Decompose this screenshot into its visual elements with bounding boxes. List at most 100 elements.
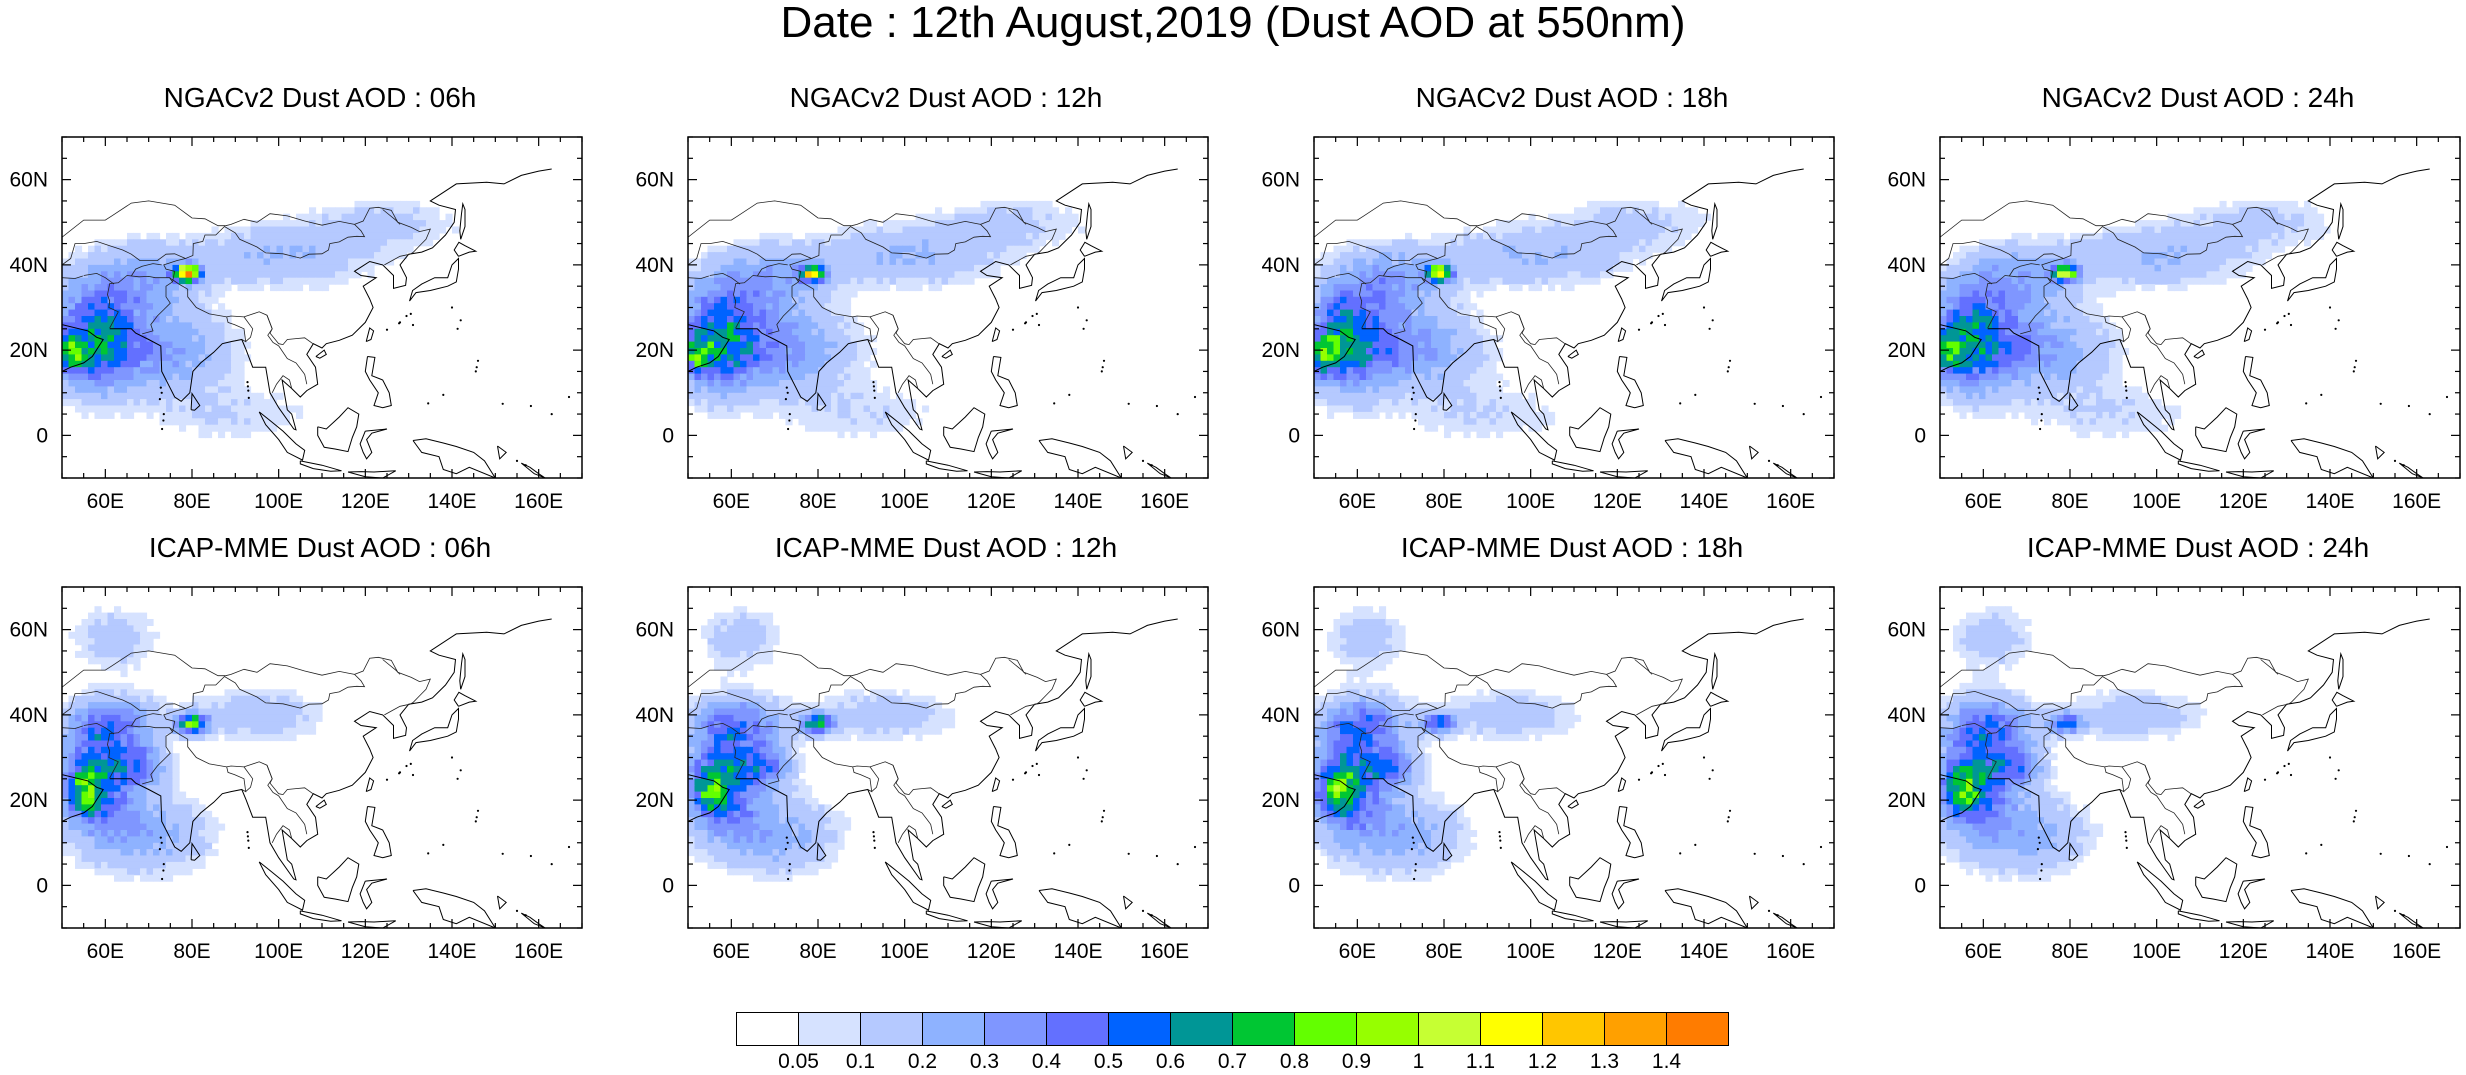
colorbar-label: 1.1 xyxy=(1466,1050,1495,1073)
lat-tick-label: 60N xyxy=(1261,619,1300,642)
lon-tick-label: 120E xyxy=(1593,490,1642,513)
lat-tick-label: 40N xyxy=(1261,254,1300,277)
lon-tick-label: 140E xyxy=(2305,940,2354,963)
lon-tick-label: 160E xyxy=(2392,490,2441,513)
lon-tick-label: 140E xyxy=(1679,490,1728,513)
lon-tick-label: 160E xyxy=(1766,490,1815,513)
colorbar-swatch xyxy=(1047,1013,1109,1046)
lon-tick-label: 160E xyxy=(1766,940,1815,963)
lat-tick-label: 40N xyxy=(1887,254,1926,277)
lon-tick-label: 80E xyxy=(799,940,836,963)
lon-tick-label: 120E xyxy=(967,940,1016,963)
lon-tick-label: 60E xyxy=(1965,490,2002,513)
lat-tick-label: 20N xyxy=(1887,339,1926,362)
lon-tick-label: 120E xyxy=(1593,940,1642,963)
lat-tick-label: 0 xyxy=(36,424,48,447)
lon-tick-label: 160E xyxy=(514,490,563,513)
lon-tick-label: 80E xyxy=(799,490,836,513)
lon-tick-label: 100E xyxy=(880,940,929,963)
lon-tick-label: 140E xyxy=(1053,490,1102,513)
lon-tick-label: 120E xyxy=(341,490,390,513)
lat-tick-label: 40N xyxy=(635,254,674,277)
lat-tick-label: 20N xyxy=(1887,789,1926,812)
colorbar-label: 1 xyxy=(1413,1050,1425,1073)
lon-tick-label: 80E xyxy=(173,490,210,513)
colorbar-label: 0.8 xyxy=(1280,1050,1309,1073)
colorbar-label: 0.7 xyxy=(1218,1050,1247,1073)
lon-tick-label: 60E xyxy=(1339,940,1376,963)
aod-field xyxy=(1940,606,2207,882)
colorbar-label: 0.4 xyxy=(1032,1050,1062,1073)
aod-field xyxy=(688,606,955,882)
aod-field xyxy=(1314,201,1711,438)
lon-tick-label: 120E xyxy=(2219,940,2268,963)
lat-tick-label: 40N xyxy=(9,704,48,727)
lon-tick-label: 120E xyxy=(341,940,390,963)
colorbar-swatch xyxy=(1233,1013,1295,1046)
colorbar-swatch xyxy=(985,1013,1047,1046)
lon-tick-label: 80E xyxy=(2051,940,2088,963)
lon-tick-label: 160E xyxy=(1140,490,1189,513)
colorbar-swatch xyxy=(1667,1013,1729,1046)
colorbar-label: 1.3 xyxy=(1590,1050,1619,1073)
colorbar-swatch xyxy=(1481,1013,1543,1046)
lat-tick-label: 40N xyxy=(635,704,674,727)
lat-tick-label: 40N xyxy=(1887,704,1926,727)
lon-tick-label: 100E xyxy=(254,490,303,513)
lon-tick-label: 140E xyxy=(1679,940,1728,963)
lon-tick-label: 100E xyxy=(1506,940,1555,963)
lon-tick-label: 60E xyxy=(1965,940,2002,963)
lat-tick-label: 20N xyxy=(1261,339,1300,362)
colorbar-label: 1.2 xyxy=(1528,1050,1557,1073)
lat-tick-label: 0 xyxy=(662,424,674,447)
colorbar-swatch xyxy=(1109,1013,1171,1046)
lon-tick-label: 100E xyxy=(1506,490,1555,513)
colorbar-label: 0.6 xyxy=(1156,1050,1185,1073)
lat-tick-label: 60N xyxy=(1887,619,1926,642)
colorbar-swatch xyxy=(1295,1013,1357,1046)
lon-tick-label: 120E xyxy=(2219,490,2268,513)
colorbar-label: 0.3 xyxy=(970,1050,999,1073)
lon-tick-label: 60E xyxy=(713,490,750,513)
colorbar-swatch xyxy=(737,1013,799,1046)
lon-tick-label: 80E xyxy=(1425,490,1462,513)
lon-tick-label: 160E xyxy=(1140,940,1189,963)
colorbar-label: 0.05 xyxy=(778,1050,819,1073)
lat-tick-label: 20N xyxy=(635,339,674,362)
colorbar-label: 0.9 xyxy=(1342,1050,1371,1073)
lat-tick-label: 0 xyxy=(36,874,48,897)
lat-tick-label: 20N xyxy=(635,789,674,812)
colorbar-label: 0.1 xyxy=(846,1050,875,1073)
lat-tick-label: 0 xyxy=(1288,424,1300,447)
lon-tick-label: 60E xyxy=(87,940,124,963)
lat-tick-label: 60N xyxy=(635,619,674,642)
colorbar-swatch xyxy=(923,1013,985,1046)
colorbar-swatch xyxy=(861,1013,923,1046)
lon-tick-label: 60E xyxy=(87,490,124,513)
lon-tick-label: 100E xyxy=(2132,490,2181,513)
lat-tick-label: 60N xyxy=(1261,169,1300,192)
lat-tick-label: 0 xyxy=(1914,424,1926,447)
lon-tick-label: 100E xyxy=(254,940,303,963)
lat-tick-label: 20N xyxy=(9,339,48,362)
lat-tick-label: 60N xyxy=(635,169,674,192)
lon-tick-label: 160E xyxy=(514,940,563,963)
lon-tick-label: 60E xyxy=(713,940,750,963)
figure-title: Date : 12th August,2019 (Dust AOD at 550… xyxy=(0,0,2466,46)
